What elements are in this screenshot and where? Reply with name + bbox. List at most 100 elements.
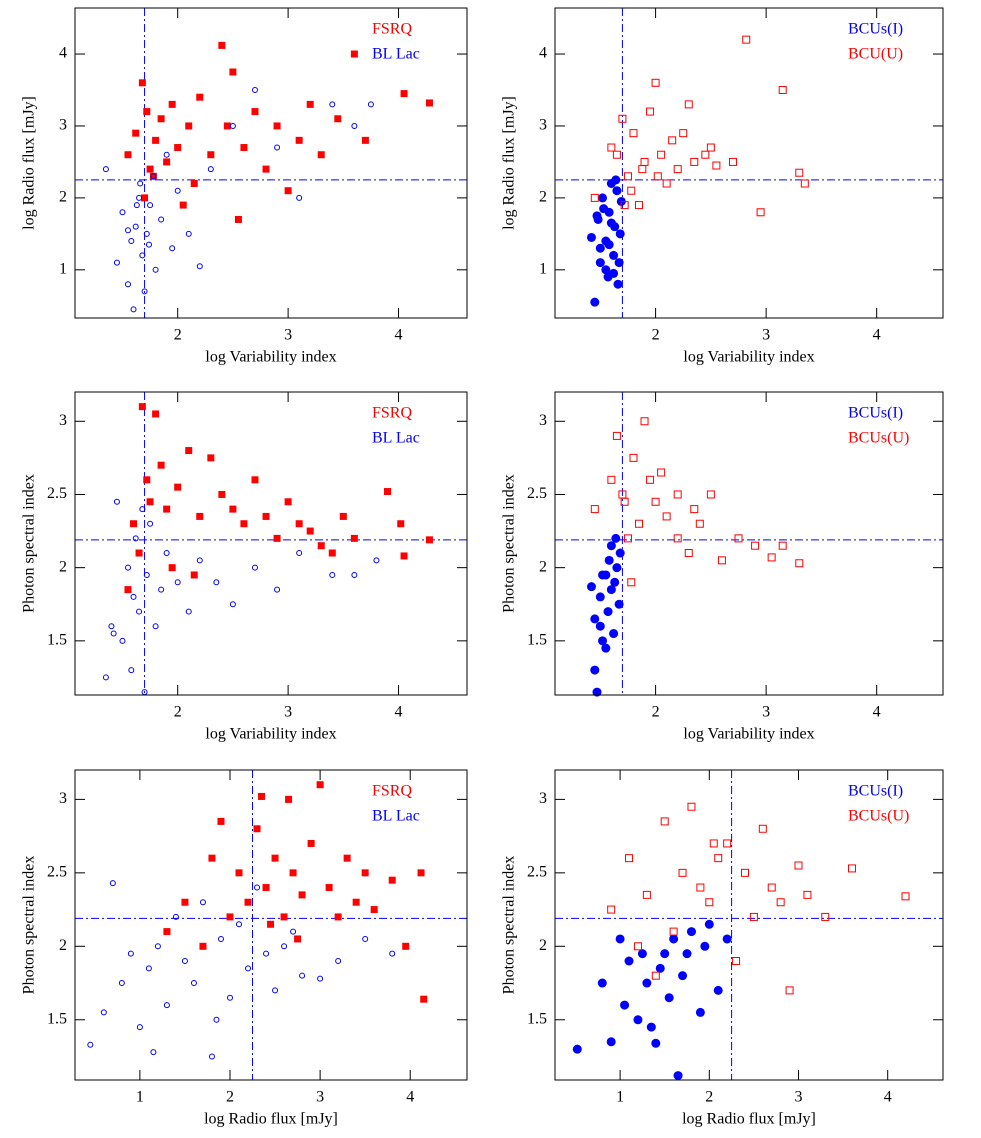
point <box>185 230 192 237</box>
point <box>723 839 732 848</box>
point <box>262 884 270 892</box>
point <box>706 143 715 152</box>
point <box>595 243 605 253</box>
point <box>163 151 170 158</box>
point <box>119 637 126 644</box>
point <box>329 101 336 108</box>
point <box>603 607 613 617</box>
point <box>207 454 215 462</box>
plot-frame <box>74 7 468 319</box>
point <box>417 869 425 877</box>
point <box>240 520 248 528</box>
point <box>629 453 638 462</box>
point <box>651 971 660 980</box>
point <box>606 541 616 551</box>
point <box>642 890 651 899</box>
point <box>800 179 809 188</box>
point <box>281 943 288 950</box>
point <box>598 636 608 646</box>
x-axis-label: log Variability index <box>683 349 814 366</box>
x-tick-label: 3 <box>795 1089 803 1106</box>
point <box>163 505 171 513</box>
point <box>633 942 642 951</box>
point <box>615 229 625 239</box>
point <box>136 1024 143 1031</box>
point <box>609 629 619 639</box>
point <box>624 956 634 966</box>
x-axis-label: log Variability index <box>205 726 336 743</box>
point <box>196 263 203 270</box>
point <box>251 86 258 93</box>
point <box>147 520 154 527</box>
x-tick-label: 2 <box>226 1089 234 1106</box>
point <box>612 186 622 196</box>
point <box>334 115 342 123</box>
point <box>383 488 391 496</box>
point <box>620 497 629 506</box>
point <box>328 549 336 557</box>
point <box>657 150 666 159</box>
point <box>712 161 721 170</box>
y-axis-label: Photon spectral index <box>501 856 518 995</box>
x-tick-label: 4 <box>395 704 403 721</box>
point <box>425 99 433 107</box>
point <box>696 883 705 892</box>
point <box>229 122 236 129</box>
point <box>113 259 120 266</box>
point <box>196 93 204 101</box>
point <box>660 817 669 826</box>
point <box>139 506 146 513</box>
point <box>595 592 605 602</box>
point <box>679 129 688 138</box>
point <box>143 230 150 237</box>
point <box>635 519 644 528</box>
point <box>642 978 652 988</box>
point <box>174 187 181 194</box>
point <box>609 268 619 278</box>
point <box>273 534 281 542</box>
point <box>130 520 138 528</box>
point <box>613 279 623 289</box>
y-tick-label: 2.5 <box>527 485 547 502</box>
y-tick-label: 2.5 <box>47 485 67 502</box>
point <box>100 1009 107 1016</box>
point <box>317 542 325 550</box>
point <box>601 265 611 275</box>
point <box>590 505 599 514</box>
y-axis-label: Photon spectral index <box>21 856 38 995</box>
point <box>307 839 315 847</box>
point <box>821 912 830 921</box>
point <box>595 258 605 268</box>
point <box>154 943 161 950</box>
point <box>690 505 699 514</box>
point <box>756 208 765 217</box>
point <box>271 854 279 862</box>
legend-entry: FSRQ <box>372 21 412 38</box>
point <box>637 949 647 959</box>
point <box>139 252 146 259</box>
point <box>343 854 351 862</box>
point <box>179 201 187 209</box>
point <box>803 890 812 899</box>
point <box>662 179 671 188</box>
point <box>284 187 292 195</box>
point <box>150 173 157 180</box>
point <box>174 144 182 152</box>
legend-entry: FSRQ <box>372 405 412 422</box>
point <box>425 536 433 544</box>
point <box>740 868 749 877</box>
point <box>263 950 270 957</box>
point <box>240 144 248 152</box>
point <box>306 100 314 108</box>
y-tick-label: 1 <box>59 260 67 277</box>
point <box>599 204 609 214</box>
point <box>217 817 225 825</box>
point <box>623 172 632 181</box>
point <box>339 512 347 520</box>
point <box>132 129 140 137</box>
point <box>150 1049 157 1056</box>
point <box>590 614 600 624</box>
point <box>742 35 751 44</box>
point <box>132 535 139 542</box>
legend-entry: BL Lac <box>372 430 420 447</box>
